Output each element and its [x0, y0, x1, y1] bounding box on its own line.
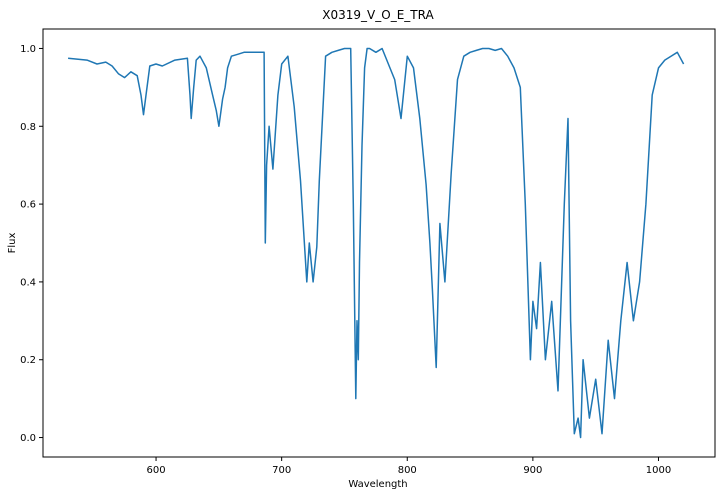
chart-title: X0319_V_O_E_TRA [322, 8, 434, 22]
x-axis-label: Wavelength [348, 479, 407, 490]
x-tick-label: 700 [272, 465, 291, 476]
x-tick-label: 900 [523, 465, 542, 476]
axes-frame [42, 28, 716, 458]
x-axis: 600 700 800 900 1000 [146, 457, 671, 476]
y-tick-label: 0.6 [20, 200, 36, 211]
y-tick-label: 0.2 [20, 355, 36, 366]
plot-area [68, 47, 685, 439]
y-tick-label: 0.4 [20, 277, 36, 288]
y-tick-label: 0.8 [20, 122, 36, 133]
series-line-0 [68, 47, 685, 439]
x-tick-label: 1000 [646, 465, 671, 476]
y-axis: 0.0 0.2 0.4 0.6 0.8 1.0 [20, 44, 43, 444]
x-tick-label: 600 [146, 465, 165, 476]
y-tick-label: 0.0 [20, 433, 36, 444]
x-tick-label: 800 [398, 465, 417, 476]
y-tick-label: 1.0 [20, 44, 36, 55]
y-axis-label: Flux [7, 233, 18, 254]
